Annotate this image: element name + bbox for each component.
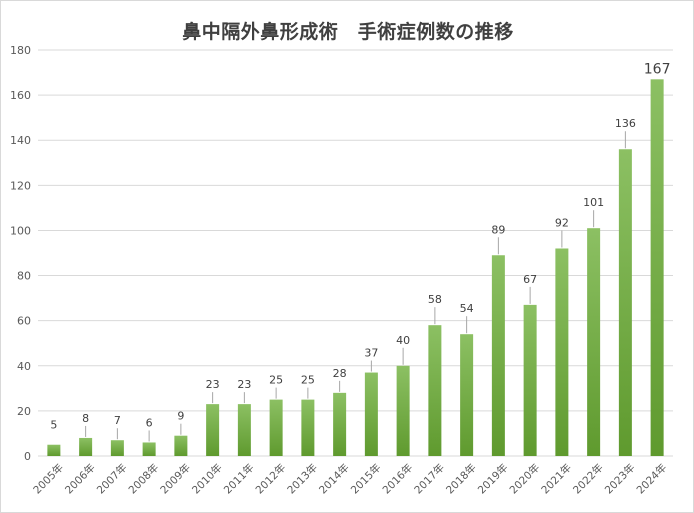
x-tick-label: 2017年 bbox=[412, 461, 448, 497]
x-tick-label: 2015年 bbox=[348, 461, 384, 497]
data-label: 23 bbox=[237, 378, 251, 391]
bar bbox=[587, 228, 601, 456]
bars bbox=[47, 79, 664, 457]
data-label: 6 bbox=[146, 416, 153, 429]
data-label: 92 bbox=[555, 216, 569, 229]
x-tick-label: 2012年 bbox=[253, 461, 289, 497]
x-tick-label: 2014年 bbox=[316, 461, 352, 497]
bar bbox=[618, 149, 632, 456]
bar bbox=[206, 404, 220, 456]
bar bbox=[460, 334, 474, 456]
bar bbox=[79, 437, 93, 456]
data-label: 9 bbox=[177, 410, 184, 423]
y-tick-label: 120 bbox=[10, 179, 31, 192]
x-tick-label: 2024年 bbox=[634, 461, 670, 497]
y-tick-label: 60 bbox=[17, 315, 31, 328]
x-tick-label: 2018年 bbox=[443, 461, 479, 497]
bar bbox=[650, 79, 664, 457]
bar bbox=[396, 365, 410, 456]
y-tick-label: 140 bbox=[10, 134, 31, 147]
x-tick-label: 2009年 bbox=[158, 461, 194, 497]
y-tick-label: 40 bbox=[17, 360, 31, 373]
x-tick-label: 2008年 bbox=[126, 461, 162, 497]
x-tick-label: 2010年 bbox=[189, 461, 225, 497]
data-label: 5 bbox=[50, 419, 57, 432]
y-tick-label: 180 bbox=[10, 44, 31, 57]
leader-lines bbox=[85, 131, 626, 442]
data-label: 58 bbox=[428, 293, 442, 306]
data-label: 8 bbox=[82, 412, 89, 425]
data-label: 54 bbox=[460, 302, 474, 315]
data-label: 7 bbox=[114, 414, 121, 427]
chart-title: 鼻中隔外鼻形成術 手術症例数の推移 bbox=[182, 21, 514, 43]
bar bbox=[269, 399, 283, 456]
x-tick-label: 2007年 bbox=[94, 461, 130, 497]
data-label: 40 bbox=[396, 334, 410, 347]
y-tick-label: 0 bbox=[24, 450, 31, 463]
x-tick-label: 2019年 bbox=[475, 461, 511, 497]
bar bbox=[333, 392, 347, 456]
y-tick-label: 20 bbox=[17, 405, 31, 418]
y-axis-ticks: 0 20 40 60 80 100 120 140 160 180 bbox=[10, 44, 31, 463]
y-tick-label: 160 bbox=[10, 89, 31, 102]
x-tick-label: 2005年 bbox=[31, 461, 67, 497]
data-label: 89 bbox=[491, 223, 505, 236]
x-tick-label: 2011年 bbox=[221, 461, 257, 497]
gridlines bbox=[38, 49, 673, 457]
data-label: 37 bbox=[364, 347, 378, 360]
x-axis-ticks: 2005年2006年2007年2008年2009年2010年2011年2012年… bbox=[31, 461, 670, 497]
x-tick-label: 2013年 bbox=[285, 461, 321, 497]
y-tick-label: 80 bbox=[17, 270, 31, 283]
bar bbox=[555, 248, 569, 456]
x-tick-label: 2020年 bbox=[507, 461, 543, 497]
bar bbox=[301, 399, 315, 456]
bar bbox=[491, 255, 505, 456]
x-tick-label: 2022年 bbox=[570, 461, 606, 497]
data-label: 23 bbox=[206, 378, 220, 391]
bar bbox=[364, 372, 378, 456]
x-tick-label: 2021年 bbox=[539, 461, 575, 497]
data-label: 167 bbox=[644, 61, 671, 77]
data-label: 28 bbox=[333, 367, 347, 380]
bar bbox=[428, 325, 442, 456]
x-tick-label: 2016年 bbox=[380, 461, 416, 497]
data-label: 25 bbox=[269, 374, 283, 387]
x-tick-label: 2023年 bbox=[602, 461, 638, 497]
bar bbox=[174, 435, 188, 456]
bar bbox=[237, 404, 251, 456]
y-tick-label: 100 bbox=[10, 224, 31, 237]
data-label: 25 bbox=[301, 374, 315, 387]
data-label: 136 bbox=[615, 117, 636, 130]
bar bbox=[110, 440, 124, 456]
data-label: 67 bbox=[523, 273, 537, 286]
data-label: 101 bbox=[583, 196, 604, 209]
bar bbox=[47, 444, 61, 456]
x-tick-label: 2006年 bbox=[62, 461, 98, 497]
bar bbox=[142, 442, 156, 456]
bar bbox=[523, 304, 537, 456]
